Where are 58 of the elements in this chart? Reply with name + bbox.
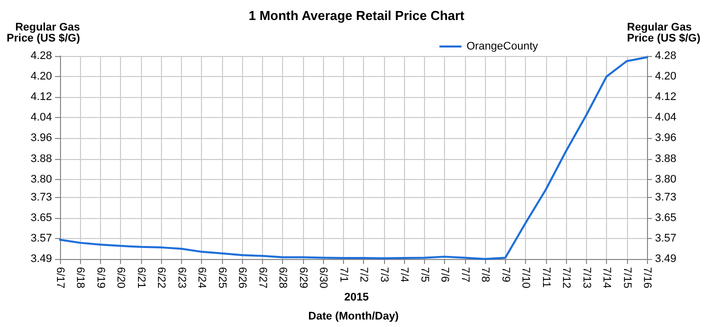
x-tick-label: 6/22 [155, 267, 168, 288]
x-tick-label: 6/30 [317, 267, 330, 288]
y-tick-label: 3.49 [30, 253, 52, 265]
y-tick-label: 3.73 [30, 191, 52, 204]
x-tick-label: 7/10 [520, 267, 532, 288]
x-tick-label: 7/11 [540, 267, 552, 288]
x-tick-label: 6/25 [216, 267, 228, 288]
y-tick-label: 4.28 [30, 50, 52, 62]
x-tick-label: 6/26 [236, 267, 248, 288]
x-tick-label: 6/27 [256, 267, 268, 288]
x-tick-label: 7/4 [398, 267, 410, 282]
y-tick-label: 3.88 [30, 152, 52, 165]
y2-tick-label: 4.20 [655, 70, 676, 83]
x-tick-label: 6/23 [175, 267, 188, 288]
x-tick-label: 7/15 [620, 267, 633, 288]
x-tick-label: 7/13 [580, 267, 592, 288]
y2-tick-label: 4.28 [655, 50, 676, 62]
y2-tick-label: 3.73 [655, 191, 676, 204]
x-tick-label: 7/16 [641, 267, 653, 288]
x-tick-label: 7/5 [418, 267, 430, 282]
x-tick-label: 7/6 [438, 267, 451, 282]
y2-tick-label: 3.65 [655, 212, 676, 224]
y2-tick-label: 3.96 [655, 132, 676, 144]
x-tick-label: 7/12 [560, 267, 572, 288]
y-tick-label: 3.96 [30, 132, 52, 144]
x-tick-label: 7/14 [600, 267, 613, 288]
y-tick-label: 3.80 [30, 173, 52, 186]
y-tick-label: 4.12 [30, 91, 52, 104]
text: 2015 [344, 292, 369, 304]
chart-title: 1 Month Average Retail Price Chart [248, 8, 466, 23]
y-axis-title: Regular Gas Price (US $/G) [6, 22, 80, 44]
y-tick-label: 3.65 [30, 212, 52, 224]
x-tick-label: 7/3 [378, 267, 390, 282]
x-axis-title: Date (Month/Day) [308, 310, 400, 322]
y2-tick-label: 3.80 [655, 173, 676, 186]
y-tick-label: 3.57 [30, 232, 52, 244]
x-tick-label: 6/20 [114, 267, 127, 288]
x-tick-label: 7/9 [499, 267, 512, 282]
x-tick-label: 6/19 [94, 267, 106, 288]
x-tick-label: 7/2 [358, 267, 370, 282]
y2-tick-label: 3.88 [655, 152, 676, 165]
x-tick-label: 6/18 [74, 267, 86, 288]
y2-tick-label: 3.49 [655, 253, 676, 265]
y2-tick-label: 3.57 [655, 232, 676, 244]
y2-axis-title: Regular Gas Price (US $/G) [627, 22, 701, 44]
y2-tick-label: 4.04 [655, 112, 676, 124]
y-tick-label: 4.20 [30, 70, 52, 83]
x-tick-label: 7/8 [479, 267, 492, 282]
x-tick-label: 6/17 [54, 267, 66, 288]
x-tick-label: 6/29 [296, 267, 309, 288]
y-tick-label: 4.04 [30, 112, 52, 124]
x-tick-label: 7/1 [337, 267, 350, 282]
y2-tick-label: 4.12 [655, 91, 676, 104]
x-tick-label: 6/21 [134, 267, 147, 288]
legend-label: OrangeCounty [466, 40, 538, 52]
x-tick-label: 6/24 [196, 267, 208, 288]
x-tick-label: 6/28 [276, 267, 289, 288]
x-tick-label: 7/7 [458, 267, 471, 282]
